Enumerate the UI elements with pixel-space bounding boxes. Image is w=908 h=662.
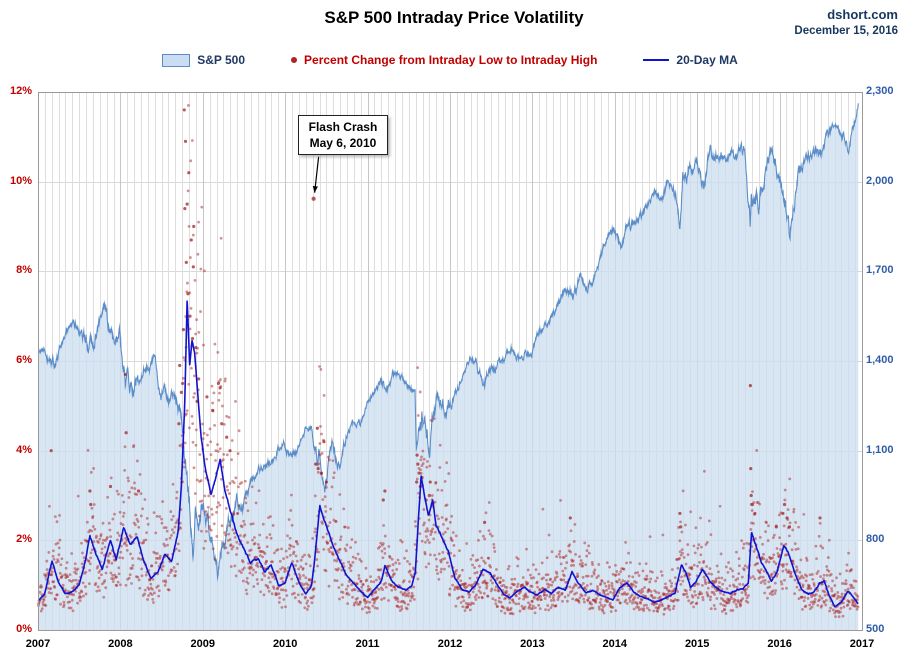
- source-site: dshort.com: [827, 7, 898, 22]
- y-axis-right-tick-2000: 2,000: [866, 174, 894, 187]
- y-axis-right-tick-800: 800: [866, 533, 885, 546]
- x-axis-tick-2008: 2008: [108, 638, 133, 650]
- page-title: S&P 500 Intraday Price Volatility: [324, 8, 584, 27]
- x-axis-tick-2012: 2012: [437, 638, 463, 650]
- y-axis-right-tick-1400: 1,400: [866, 354, 894, 366]
- legend-item-sp500: S&P 500: [162, 53, 245, 67]
- y-axis-left-tick-4: 4%: [16, 443, 32, 456]
- chart-legend: S&P 500 Percent Change from Intraday Low…: [38, 53, 862, 67]
- y-axis-right-tick-1100: 1,100: [866, 443, 894, 456]
- legend-item-20day-ma: 20-Day MA: [643, 53, 738, 67]
- x-axis-tick-2016: 2016: [767, 638, 792, 650]
- x-axis-tick-2007: 2007: [25, 638, 51, 650]
- y-axis-left-tick-6: 6%: [16, 354, 32, 366]
- y-axis-left-tick-10: 10%: [9, 174, 32, 187]
- flash-crash-annotation-line2: May 6, 2010: [309, 135, 377, 150]
- x-axis-tick-2015: 2015: [684, 638, 710, 650]
- legend-label-intraday-range: Percent Change from Intraday Low to Intr…: [304, 53, 598, 67]
- legend-item-intraday-range: Percent Change from Intraday Low to Intr…: [291, 53, 597, 67]
- x-axis-tick-2017: 2017: [849, 638, 875, 650]
- y-axis-left-tick-8: 8%: [16, 264, 32, 277]
- x-axis-tick-2013: 2013: [520, 638, 545, 650]
- x-axis-tick-2010: 2010: [272, 638, 298, 650]
- x-axis-tick-2009: 2009: [190, 638, 216, 650]
- y-axis-right-tick-1700: 1,700: [866, 264, 894, 277]
- y-axis-left-tick-0: 0%: [16, 623, 32, 635]
- x-axis-tick-2011: 2011: [355, 638, 380, 650]
- y-axis-left-tick-2: 2%: [16, 533, 32, 546]
- source-block: dshort.com December 15, 2016: [794, 6, 898, 39]
- y-axis-right-tick-2300: 2,300: [866, 85, 894, 97]
- source-date: December 15, 2016: [794, 24, 898, 37]
- x-axis-tick-2014: 2014: [602, 638, 628, 650]
- flash-crash-annotation: Flash Crash May 6, 2010: [297, 114, 389, 155]
- legend-label-20day-ma: 20-Day MA: [676, 53, 738, 67]
- flash-crash-annotation-line1: Flash Crash: [308, 119, 378, 134]
- y-axis-left-tick-12: 12%: [9, 85, 32, 97]
- area-swatch-icon: [162, 53, 191, 67]
- scatter-dot-icon: [291, 57, 298, 63]
- ma-line-icon: [643, 59, 670, 61]
- y-axis-right-tick-500: 500: [866, 623, 885, 635]
- legend-label-sp500: S&P 500: [197, 53, 246, 67]
